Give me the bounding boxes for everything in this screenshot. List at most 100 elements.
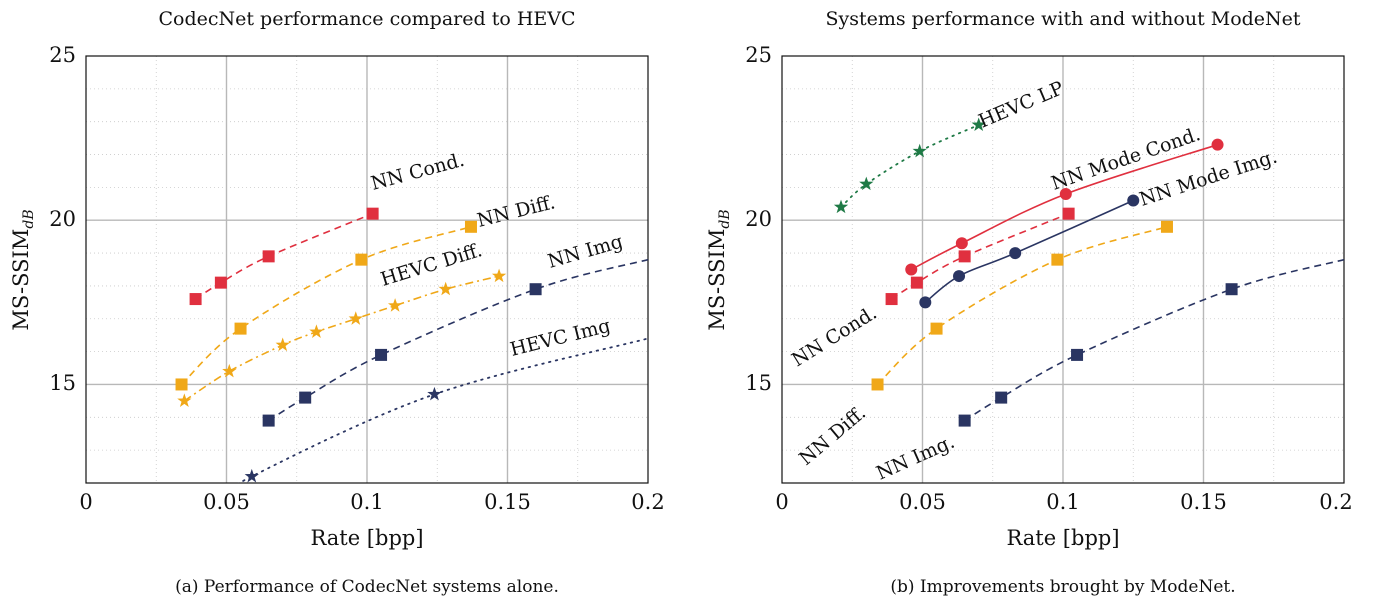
data-point-nn-cond: [262, 250, 275, 263]
series-line-hevc-lp: [840, 124, 980, 208]
b-xtick-label: 0.2: [1319, 490, 1352, 514]
label-hevc-lp: HEVC LP: [975, 77, 1067, 133]
label-nn-diff: NN Diff.: [475, 191, 557, 232]
chart-b-ylabel: MS-SSIMdB: [705, 209, 733, 330]
data-point-nn-mode-cond: [1211, 138, 1224, 151]
data-point-nn-cond: [214, 276, 227, 289]
data-point-hevc-img: [244, 468, 259, 483]
chart-b-ylabel-sub: dB: [717, 209, 733, 228]
chart-panel-a: CodecNet performance compared to HEVC 0 …: [9, 8, 665, 597]
data-point-nn-cond: [1062, 207, 1075, 220]
data-point-nn-img: [262, 414, 275, 427]
data-point-hevc-diff: [222, 363, 237, 378]
series-line-nn-mode-img: [924, 199, 1134, 303]
a-xtick-label: 0.2: [631, 490, 664, 514]
data-point-nn-img: [958, 414, 971, 427]
series-line-nn-diff: [876, 226, 1168, 386]
data-point-nn-diff: [871, 378, 884, 391]
data-point-nn-mode-cond: [1059, 187, 1072, 200]
label-hevc-img: HEVC Img: [508, 315, 613, 361]
a-ytick-label: 15: [49, 371, 76, 395]
label-nn-img: NN Img.: [873, 431, 958, 485]
data-point-nn-img: [995, 391, 1008, 404]
data-point-nn-diff: [1160, 220, 1173, 233]
chart-b-frame: [781, 55, 1345, 484]
data-point-nn-mode-img: [1127, 194, 1140, 207]
a-ytick-label: 25: [49, 43, 76, 67]
series-line-hevc-diff: [183, 275, 500, 402]
chart-b-ylabel-main: MS-SSIM: [705, 229, 729, 331]
chart-b-series: [833, 117, 1344, 427]
label-nn-cond: NN Cond.: [369, 149, 467, 195]
data-point-nn-img: [375, 348, 388, 361]
data-point-hevc-img: [427, 386, 442, 401]
series-line-nn-cond: [891, 212, 1069, 300]
label-nn-diff: NN Diff.: [795, 402, 870, 470]
data-point-hevc-lp: [833, 199, 849, 214]
label-nn-cond: NN Cond.: [788, 302, 881, 371]
data-point-nn-cond: [366, 207, 379, 220]
data-point-nn-diff: [175, 378, 188, 391]
chart-a-ylabel-sub: dB: [21, 209, 37, 228]
data-point-nn-cond: [958, 250, 971, 263]
data-point-nn-mode-img: [919, 296, 932, 309]
data-point-hevc-diff: [491, 268, 507, 283]
chart-b-title: Systems performance with and without Mod…: [825, 8, 1300, 30]
data-point-hevc-diff: [275, 337, 290, 352]
data-point-hevc-diff: [438, 281, 453, 296]
chart-b-caption: (b) Improvements brought by ModeNet.: [890, 577, 1235, 597]
data-point-nn-img: [1225, 283, 1238, 296]
chart-a-series: [175, 207, 648, 483]
data-point-nn-img: [529, 283, 542, 296]
chart-a-grid: [85, 55, 649, 484]
b-ytick-label: 20: [745, 207, 772, 231]
data-point-nn-mode-img: [1009, 247, 1022, 260]
label-nn-img: NN Img: [545, 230, 625, 272]
b-xtick-label: 0.1: [1046, 490, 1079, 514]
a-xtick-label: 0.15: [484, 490, 531, 514]
data-point-nn-diff: [930, 322, 943, 335]
series-line-nn-diff: [180, 226, 472, 386]
a-ytick-label: 20: [49, 207, 76, 231]
chart-a-ylabel-main: MS-SSIM: [9, 229, 33, 331]
chart-a-xlabel: Rate [bpp]: [310, 526, 423, 550]
series-line-hevc-img: [237, 337, 648, 483]
data-point-nn-mode-img: [953, 270, 966, 283]
data-point-hevc-diff: [177, 393, 192, 407]
data-point-hevc-diff: [348, 311, 363, 325]
a-xtick-label: 0: [79, 490, 92, 514]
b-ytick-label: 15: [745, 371, 772, 395]
series-line-nn-img: [964, 258, 1344, 422]
data-point-nn-cond: [910, 276, 923, 289]
a-xtick-label: 0.1: [350, 490, 383, 514]
b-xtick-label: 0.05: [899, 490, 946, 514]
chart-a-frame: [85, 55, 649, 484]
data-point-hevc-lp: [859, 176, 874, 191]
data-point-hevc-lp: [971, 117, 986, 132]
data-point-nn-diff: [1051, 253, 1064, 266]
b-ytick-label: 25: [745, 43, 772, 67]
chart-panel-b: Systems performance with and without Mod…: [705, 8, 1353, 597]
data-point-nn-img: [299, 391, 312, 404]
data-point-nn-mode-cond: [905, 263, 918, 276]
b-xtick-label: 0: [775, 490, 788, 514]
data-point-nn-mode-cond: [955, 237, 968, 250]
data-point-hevc-diff: [309, 324, 324, 338]
series-line-nn-mode-cond: [910, 143, 1218, 271]
chart-a-title: CodecNet performance compared to HEVC: [158, 8, 575, 30]
a-xtick-label: 0.05: [203, 490, 250, 514]
data-point-nn-cond: [189, 293, 202, 306]
chart-a-caption: (a) Performance of CodecNet systems alon…: [175, 577, 559, 597]
data-point-nn-diff: [234, 322, 247, 335]
data-point-nn-cond: [885, 293, 898, 306]
chart-a-ylabel: MS-SSIMdB: [9, 209, 37, 330]
data-point-nn-diff: [464, 220, 477, 233]
b-xtick-label: 0.15: [1180, 490, 1227, 514]
data-point-hevc-diff: [387, 298, 403, 312]
series-line-nn-cond: [195, 212, 373, 300]
data-point-nn-diff: [355, 253, 368, 266]
data-point-hevc-lp: [912, 143, 927, 158]
chart-b-xlabel: Rate [bpp]: [1006, 526, 1119, 550]
data-point-nn-img: [1071, 348, 1084, 361]
